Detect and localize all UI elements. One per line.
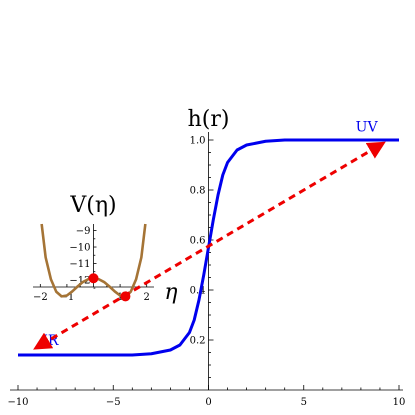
annotation-uv: UV	[356, 119, 379, 135]
main-y-tick-label: 0.2	[190, 336, 206, 347]
main-y-tick-label: 1.0	[190, 136, 206, 147]
inset-y-tick-label: −11	[69, 259, 90, 270]
main-x-tick-label: 5	[301, 397, 307, 408]
inset-x-tick-label: −2	[33, 292, 48, 303]
inset-chart: −2 −1 1 2−9−10−11−12 V(η) η	[33, 193, 178, 305]
main-y-axis-label: h(r)	[188, 107, 230, 132]
main-x-tick-label: 0	[205, 397, 211, 408]
main-ticks: −10 −5 0 5 10 0.2 0.4 0.6 0.8 1.0	[7, 136, 405, 409]
inset-title: V(η)	[69, 193, 116, 218]
inset-y-tick-label: −9	[76, 226, 91, 237]
main-y-tick-label: 0.6	[190, 236, 206, 247]
inset-x-tick-label: 2	[143, 292, 149, 303]
inset-x-axis-label: η	[164, 280, 177, 305]
main-y-tick-label: 0.8	[190, 186, 206, 197]
flow-arrow	[33, 141, 386, 350]
main-x-tick-label: 10	[393, 397, 406, 408]
main-y-tick-label: 0.4	[190, 286, 206, 297]
main-x-tick-label: −5	[106, 397, 121, 408]
inset-ticks: −2 −1 1 2−9−10−11−12	[33, 226, 150, 303]
inset-y-tick-label: −10	[69, 243, 90, 254]
main-x-tick-label: −10	[7, 397, 28, 408]
potential-point	[88, 273, 99, 284]
